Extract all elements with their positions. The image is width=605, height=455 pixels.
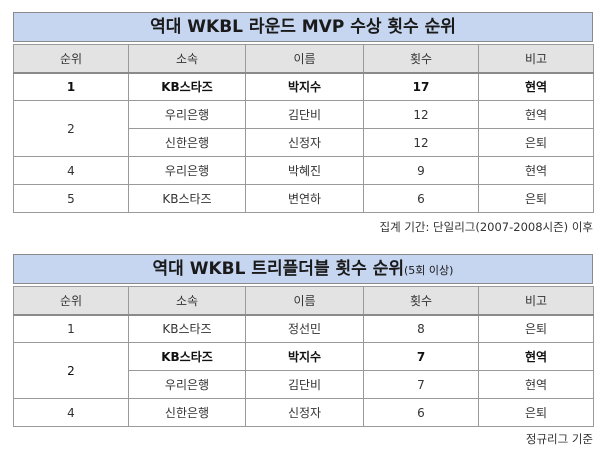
name-cell: 박지수	[245, 342, 364, 371]
count-cell: 7	[363, 342, 479, 371]
table2-title: 역대 WKBL 트리플더블 횟수 순위(5회 이상)	[13, 254, 593, 284]
table-row: 우리은행 김단비 7 현역	[14, 370, 594, 399]
team-cell: 신한은행	[128, 128, 246, 157]
table1-footnote: 집계 기간: 단일리그(2007-2008시즌) 이후	[379, 220, 593, 234]
count-cell: 8	[363, 313, 479, 343]
table-row: 1 KB스타즈 박지수 17 현역	[13, 71, 594, 101]
note-cell: 현역	[478, 342, 594, 371]
count-cell: 12	[363, 128, 479, 157]
name-cell: 김단비	[245, 370, 364, 399]
name-cell: 신정자	[245, 128, 364, 157]
header-note: 비고	[478, 44, 594, 73]
name-cell: 박혜진	[245, 156, 364, 185]
table-header-row: 순위 소속 이름 횟수 비고	[13, 286, 594, 315]
rank-cell: 1	[13, 313, 129, 343]
note-cell: 현역	[478, 71, 594, 101]
header-name: 이름	[245, 44, 364, 73]
table-row: 5 KB스타즈 변연하 6 은퇴	[13, 184, 594, 213]
rank-cell: 2	[13, 342, 129, 399]
team-cell: KB스타즈	[128, 71, 246, 101]
note-cell: 은퇴	[478, 184, 594, 213]
table-row: 1 KB스타즈 정선민 8 은퇴	[13, 313, 594, 343]
table2-footnote: 정규리그 기준	[525, 432, 593, 446]
table-row: 4 우리은행 박혜진 9 현역	[13, 156, 594, 185]
note-cell: 은퇴	[478, 398, 594, 427]
round-mvp-table: 순위 소속 이름 횟수 비고 1 KB스타즈 박지수 17 현역 2 우리은행 …	[13, 44, 594, 213]
header-rank: 순위	[13, 286, 129, 315]
team-cell: 우리은행	[128, 370, 246, 399]
rank-cell: 5	[13, 184, 129, 213]
team-cell: 우리은행	[128, 156, 246, 185]
header-note: 비고	[478, 286, 594, 315]
team-cell: KB스타즈	[128, 342, 246, 371]
header-count: 횟수	[363, 44, 479, 73]
count-cell: 7	[363, 370, 479, 399]
rank-cell: 2	[13, 100, 129, 157]
count-cell: 6	[363, 398, 479, 427]
name-cell: 변연하	[245, 184, 364, 213]
table-row: 4 신한은행 신정자 6 은퇴	[13, 398, 594, 427]
team-cell: KB스타즈	[128, 184, 246, 213]
count-cell: 6	[363, 184, 479, 213]
count-cell: 9	[363, 156, 479, 185]
name-cell: 박지수	[245, 71, 364, 101]
table-row: 신한은행 신정자 12 은퇴	[14, 128, 594, 157]
table2-title-text: 역대 WKBL 트리플더블 횟수 순위	[152, 259, 404, 279]
name-cell: 신정자	[245, 398, 364, 427]
triple-double-table: 순위 소속 이름 횟수 비고 1 KB스타즈 정선민 8 은퇴 2 KB스타즈 …	[13, 286, 594, 427]
header-count: 횟수	[363, 286, 479, 315]
note-cell: 은퇴	[478, 313, 594, 343]
note-cell: 현역	[478, 370, 594, 399]
table-row: 2 우리은행 김단비 12 현역	[13, 100, 594, 157]
table2-title-suffix: (5회 이상)	[403, 264, 454, 277]
table-row: 2 KB스타즈 박지수 7 현역	[13, 342, 594, 399]
header-team: 소속	[128, 44, 246, 73]
count-cell: 17	[363, 71, 479, 101]
count-cell: 12	[363, 100, 479, 129]
note-cell: 은퇴	[478, 128, 594, 157]
header-name: 이름	[245, 286, 364, 315]
name-cell: 김단비	[245, 100, 364, 129]
header-rank: 순위	[13, 44, 129, 73]
header-team: 소속	[128, 286, 246, 315]
team-cell: 우리은행	[128, 100, 246, 129]
table1-title-text: 역대 WKBL 라운드 MVP 수상 횟수 순위	[150, 17, 456, 37]
table1-title: 역대 WKBL 라운드 MVP 수상 횟수 순위	[13, 12, 593, 42]
note-cell: 현역	[478, 156, 594, 185]
table-header-row: 순위 소속 이름 횟수 비고	[13, 44, 594, 73]
rank-cell: 4	[13, 156, 129, 185]
name-cell: 정선민	[245, 313, 364, 343]
note-cell: 현역	[478, 100, 594, 129]
team-cell: KB스타즈	[128, 313, 246, 343]
team-cell: 신한은행	[128, 398, 246, 427]
rank-cell: 4	[13, 398, 129, 427]
rank-cell: 1	[13, 71, 129, 101]
